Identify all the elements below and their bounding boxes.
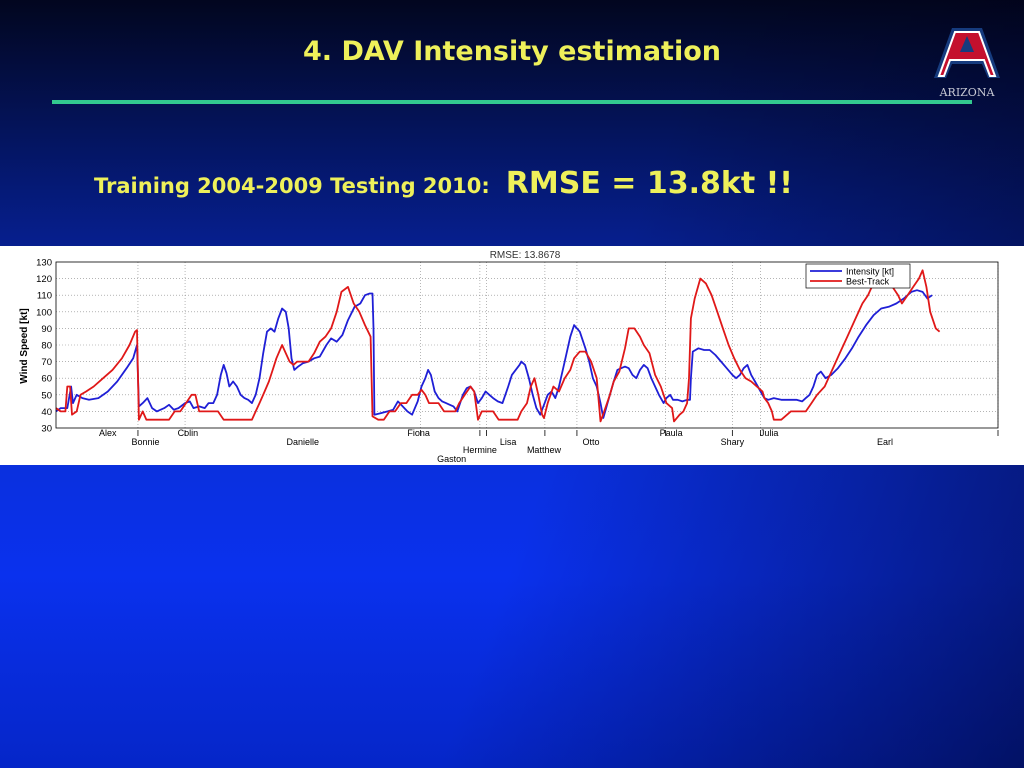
series-line-intensity <box>55 289 933 419</box>
storm-label: Julia <box>760 428 779 438</box>
logo-wordmark: ARIZONA <box>939 86 996 99</box>
title-underline <box>52 100 972 104</box>
storm-label: Earl <box>877 437 893 447</box>
y-tick-label: 90 <box>41 324 52 335</box>
storm-label: Gaston <box>437 454 466 464</box>
legend-layer: Intensity [kt]Best-Track <box>805 263 911 289</box>
y-tick-label: 100 <box>36 307 52 318</box>
y-tick-label: 110 <box>37 291 52 302</box>
y-axis-label: Wind Speed [kt] <box>19 308 30 383</box>
y-tick-label: 130 <box>36 258 52 269</box>
storm-label: Danielle <box>287 437 320 447</box>
series-layer <box>55 269 941 423</box>
y-tick-label: 60 <box>41 374 52 385</box>
y-tick-label: 40 <box>41 407 52 418</box>
subtitle-rmse-text: RMSE = 13.8kt !! <box>505 166 793 201</box>
series-line-best-track <box>55 269 941 423</box>
chart-panel: 30 40 50 60 70 80 90 100 110 120 130 Alex Bonnie Coli… <box>0 246 1024 465</box>
storm-label: Hermine <box>463 445 497 455</box>
storm-label: Otto <box>583 437 600 447</box>
legend-box <box>805 263 911 289</box>
chart-title: RMSE: 13.8678 <box>490 250 561 261</box>
label-layer: 30 40 50 60 70 80 90 100 110 120 130 Alex Bonnie Coli… <box>36 258 893 465</box>
y-tick-label: 50 <box>41 390 52 401</box>
storm-label: Shary <box>721 437 745 447</box>
axis-layer <box>55 261 999 429</box>
storm-label: Paula <box>660 428 683 438</box>
plot-frame <box>55 261 999 429</box>
storm-label: Colin <box>178 428 199 438</box>
slide-subtitle: Training 2004-2009 Testing 2010: RMSE = 1… <box>94 166 793 201</box>
y-tick-label: 70 <box>41 357 52 368</box>
grid-layer <box>56 278 998 412</box>
storm-label: Fiona <box>407 428 430 438</box>
storm-label: Lisa <box>500 437 517 447</box>
storm-label: Matthew <box>527 445 562 455</box>
university-logo: ARIZONA <box>934 28 1000 99</box>
storm-label: Alex <box>99 428 117 438</box>
y-tick-label: 80 <box>41 341 52 352</box>
legend-entry: Best-Track <box>846 277 890 287</box>
subtitle-training-text: Training 2004-2009 Testing 2010: <box>94 174 490 198</box>
logo-block-a <box>937 31 997 77</box>
legend-entry: Intensity [kt] <box>846 267 894 277</box>
y-tick-label: 120 <box>36 274 52 285</box>
intensity-chart: 30 40 50 60 70 80 90 100 110 120 130 Alex Bonnie Coli… <box>19 250 999 465</box>
y-tick-label: 30 <box>41 424 52 435</box>
logo-block-a-hole <box>960 36 974 52</box>
slide-title: 4. DAV Intensity estimation <box>303 36 721 67</box>
storm-label: Bonnie <box>131 437 159 447</box>
